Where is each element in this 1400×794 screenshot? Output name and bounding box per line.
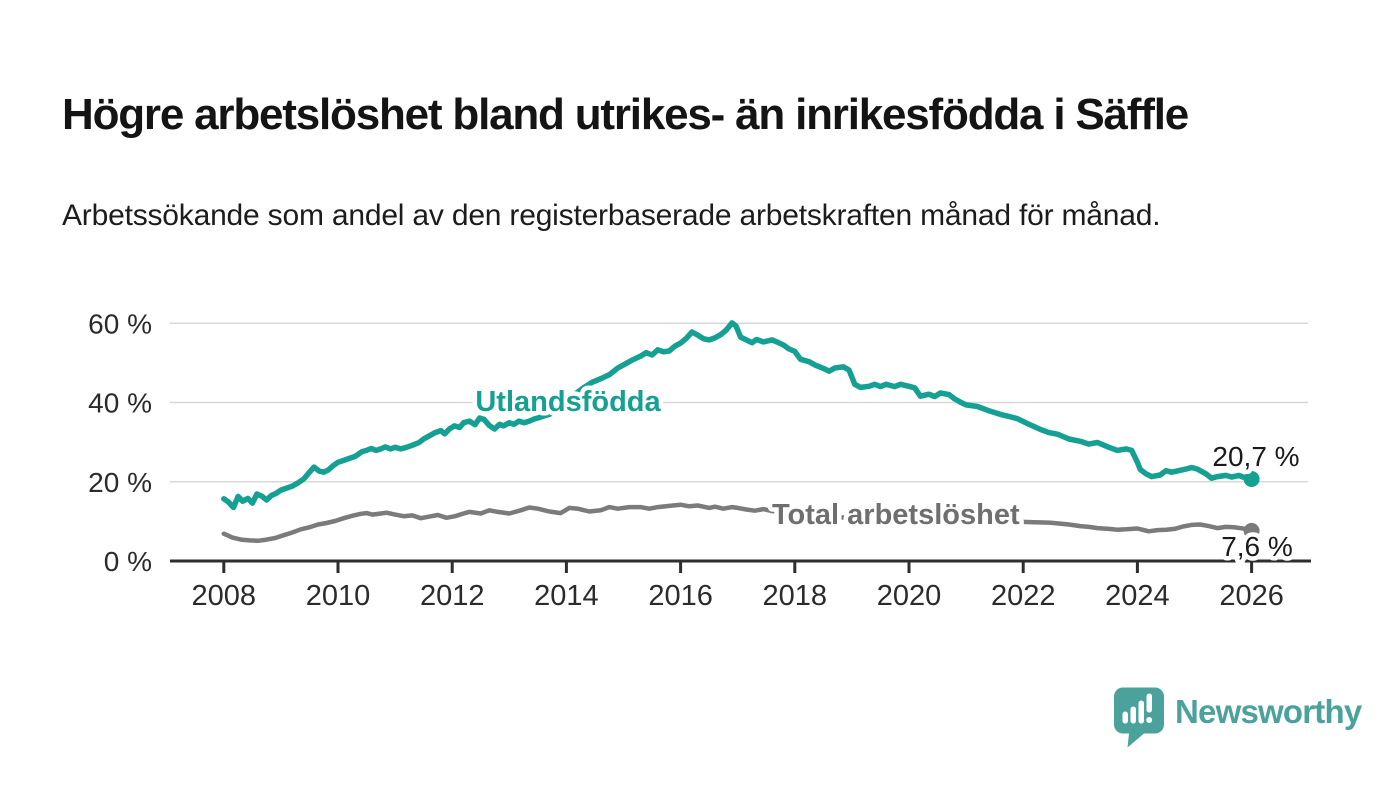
newsworthy-brand: Newsworthy <box>1113 686 1362 749</box>
x-tick-label-2010: 2010 <box>306 580 371 612</box>
x-tick-label-2026: 2026 <box>1219 580 1284 612</box>
page-title: Högre arbetslöshet bland utrikes- än inr… <box>62 90 1189 140</box>
series-label-total: Total arbetslöshet <box>772 499 1020 531</box>
x-tick-label-2018: 2018 <box>763 580 828 612</box>
x-tick-label-2008: 2008 <box>192 580 257 612</box>
series-label-utlandsfodda: Utlandsfödda <box>475 386 661 418</box>
brand-name: Newsworthy <box>1175 693 1362 730</box>
series-line-utlandsfodda <box>221 320 1255 511</box>
chart-subtitle: Arbetssökande som andel av den registerb… <box>62 199 1161 232</box>
newsworthy-speech-bubble-bar-chart-icon <box>1114 687 1164 748</box>
x-tick-label-2016: 2016 <box>648 580 713 612</box>
y-tick-label-40: 40 % <box>88 388 152 419</box>
x-tick-label-2024: 2024 <box>1105 580 1170 612</box>
series-line-total <box>221 502 1254 544</box>
end-value-label-total: 7,6 % <box>1221 531 1293 562</box>
y-tick-label-20: 20 % <box>88 467 152 498</box>
x-tick-label-2012: 2012 <box>420 580 485 612</box>
x-tick-label-2022: 2022 <box>991 580 1056 612</box>
end-value-label-utlandsfodda: 20,7 % <box>1212 441 1299 472</box>
end-dot-total <box>1243 522 1260 539</box>
x-tick-label-2020: 2020 <box>877 580 942 612</box>
end-dot-utlandsfodda <box>1243 470 1260 487</box>
y-tick-label-60: 60 % <box>88 308 152 339</box>
x-tick-label-2014: 2014 <box>534 580 599 612</box>
y-tick-label-0: 0 % <box>104 546 152 577</box>
